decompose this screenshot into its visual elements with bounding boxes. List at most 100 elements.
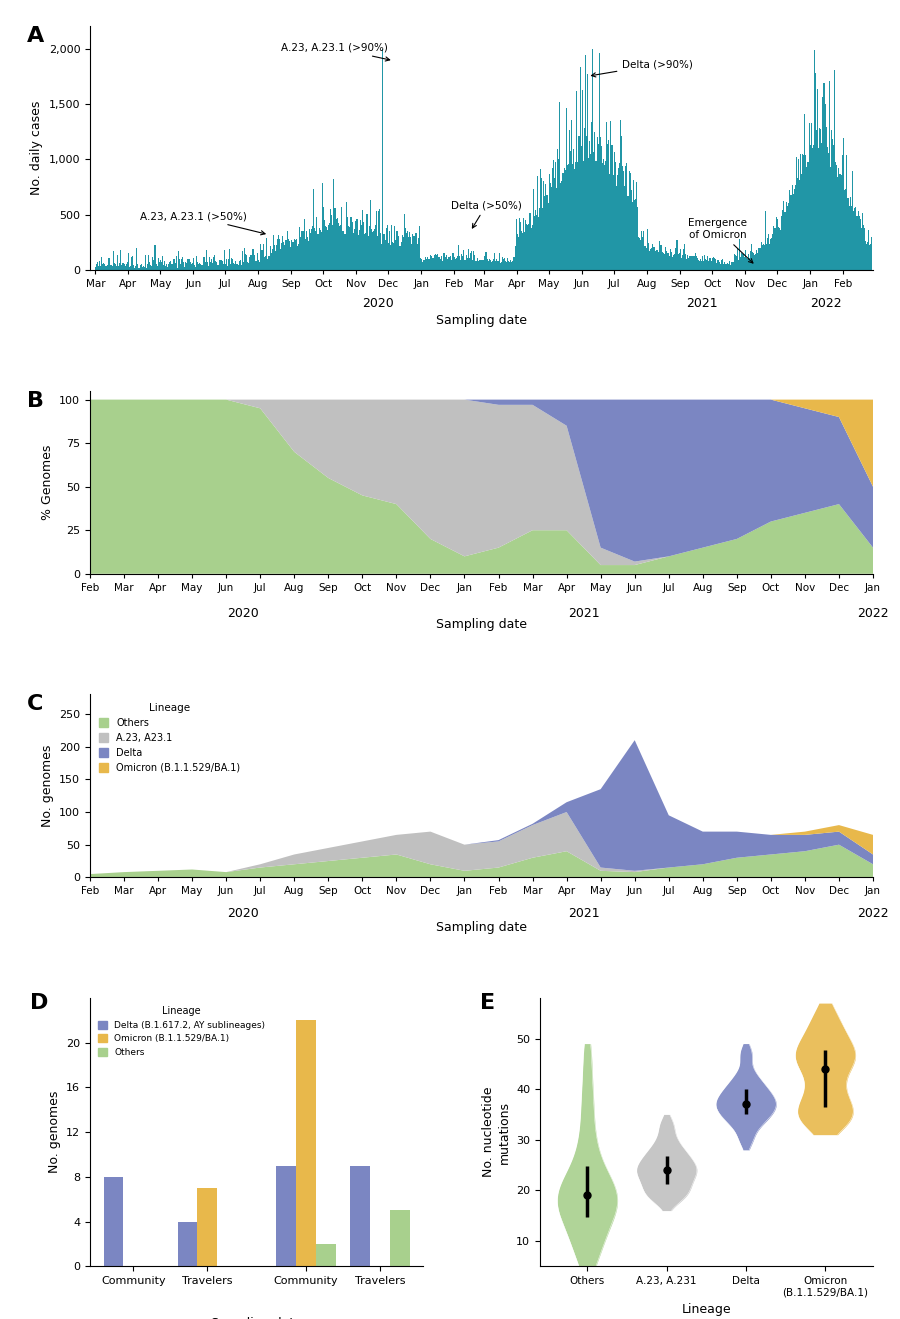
Bar [429,259,430,270]
Bar [805,115,806,270]
Bar [474,255,475,270]
Bar [698,261,700,270]
Bar [374,228,375,270]
Bar [870,244,871,270]
Bar [389,231,390,270]
Bar [256,253,257,270]
Bar [552,168,553,270]
Bar [730,265,731,270]
Bar [824,104,825,270]
Text: Delta (>50%): Delta (>50%) [451,200,522,228]
Bar [426,259,428,270]
Bar [687,255,688,270]
Bar [814,74,816,270]
Bar [766,244,767,270]
Bar [435,255,436,270]
Bar [250,255,251,270]
Bar [126,264,127,270]
Bar [839,168,840,270]
Bar [347,216,348,270]
Bar [778,228,779,270]
Bar [660,241,661,270]
Bar [314,228,315,270]
Bar [115,264,116,270]
Bar [340,226,341,270]
Bar [506,262,507,270]
Bar [146,268,147,270]
Bar [678,253,679,270]
Bar [602,162,603,270]
Bar [840,174,841,270]
Bar [656,251,657,270]
Bar [133,265,134,270]
Bar [675,248,677,270]
Bar [488,261,489,270]
Bar [182,257,184,270]
Bar [706,260,707,270]
Bar [471,251,472,270]
Bar [375,224,376,270]
Bar [788,203,789,270]
Bar [162,256,163,270]
Bar [662,253,663,270]
Bar [785,212,787,270]
Bar [657,251,658,270]
Bar [666,251,667,270]
Bar [129,268,130,270]
Bar [178,251,179,270]
Bar [156,264,157,270]
Bar [336,219,337,270]
Bar [852,170,853,270]
Bar [634,199,636,270]
Bar [523,218,524,270]
Bar [752,252,753,270]
Bar [594,132,596,270]
Bar [366,215,367,270]
Bar [166,264,167,270]
Bar [580,146,581,270]
Bar [187,259,188,270]
Bar [701,261,702,270]
Bar [149,262,150,270]
Bar [160,260,161,270]
Bar [405,228,406,270]
Bar [267,259,268,270]
Bar [473,251,474,270]
Bar [813,145,814,270]
Bar [739,240,741,270]
Bar [246,255,248,270]
Bar [291,240,292,270]
Bar [341,207,342,270]
Bar [315,231,317,270]
Bar [96,264,97,270]
Bar [572,164,573,270]
Bar [556,189,557,270]
Bar [765,211,766,270]
Bar [184,266,185,270]
Bar [694,256,695,270]
Bar [783,200,784,270]
Bar [135,265,136,270]
Bar [454,260,456,270]
Bar [238,265,239,270]
Bar [871,237,872,270]
Bar [733,261,734,270]
Text: 2022: 2022 [810,297,842,310]
Text: E: E [480,993,495,1013]
Text: Emergence
of Omicron: Emergence of Omicron [688,219,753,262]
Bar [559,102,561,270]
Bar [401,235,402,270]
Bar [551,187,552,270]
Bar [526,224,527,270]
Bar [597,137,598,270]
Bar [118,266,120,270]
Bar [344,233,345,270]
Bar [355,220,356,270]
Bar [310,233,311,270]
Bar [196,256,197,270]
Bar [234,264,236,270]
Bar [371,228,372,270]
Bar [680,259,682,270]
Bar [591,123,592,270]
Bar [703,261,704,270]
